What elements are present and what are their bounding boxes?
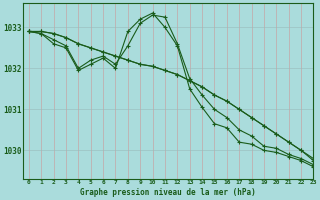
X-axis label: Graphe pression niveau de la mer (hPa): Graphe pression niveau de la mer (hPa) (80, 188, 256, 197)
